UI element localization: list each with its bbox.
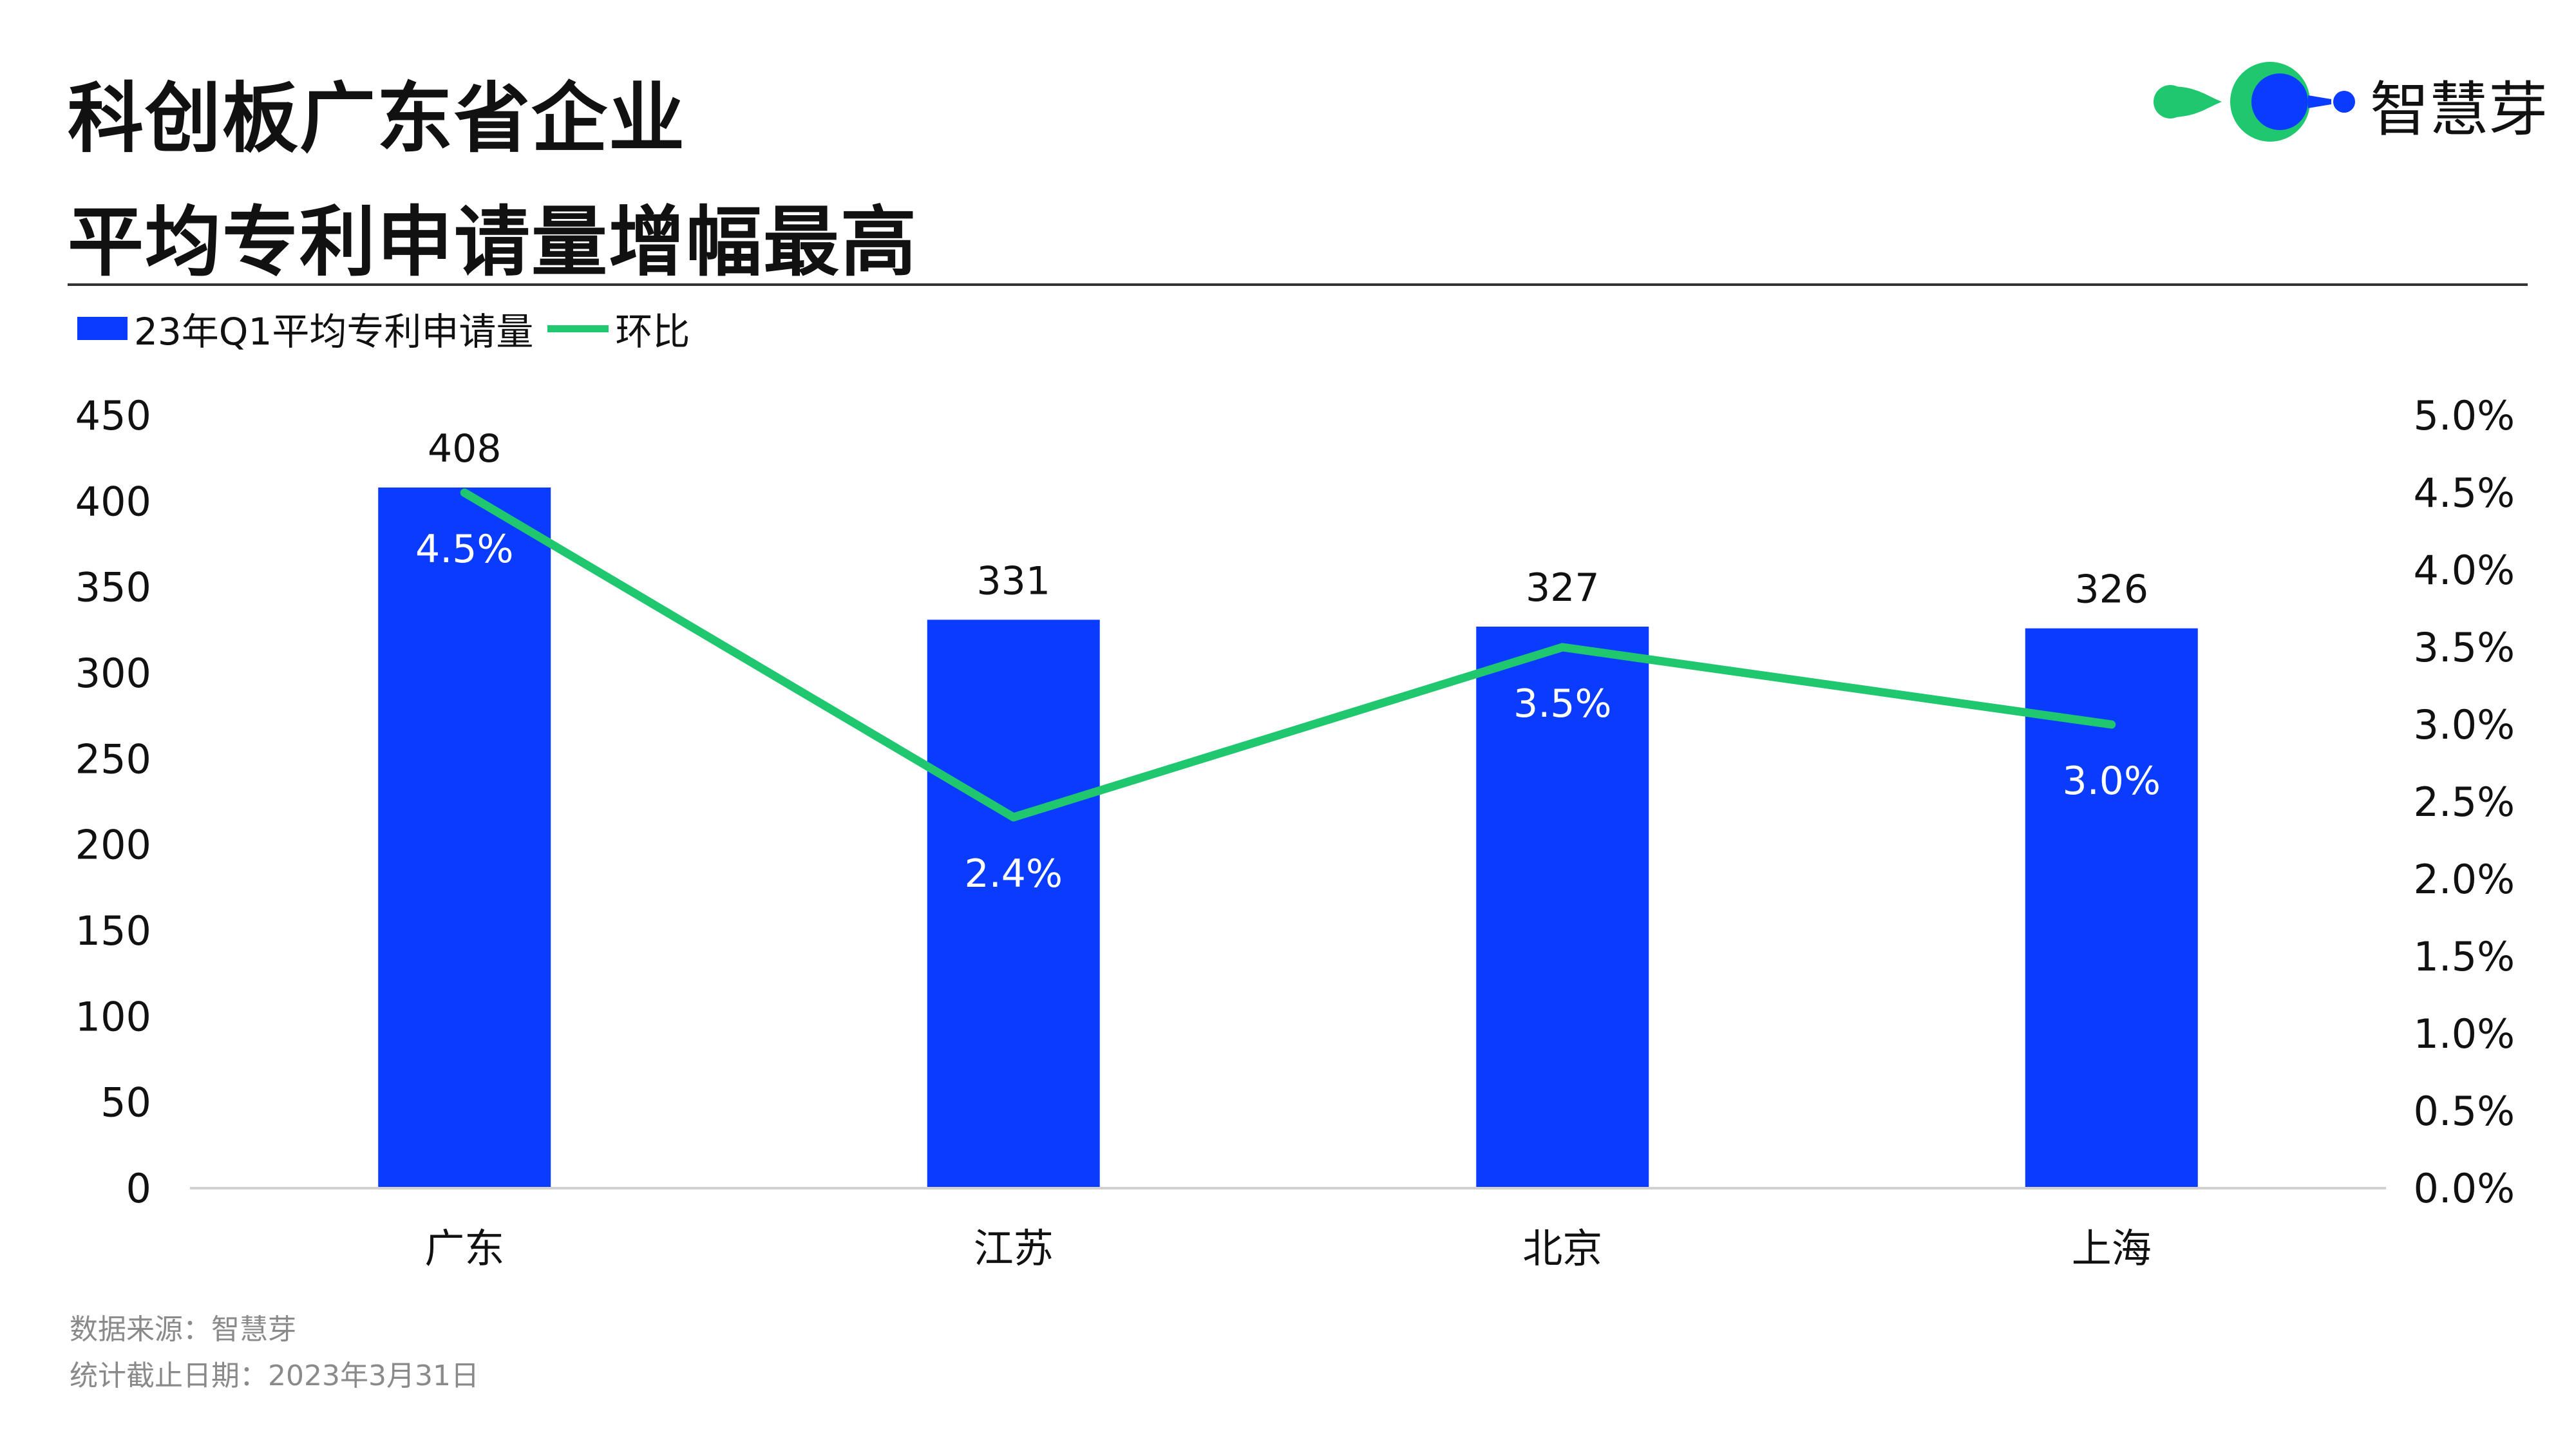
cutoff-date: 统计截止日期：2023年3月31日 xyxy=(70,1359,479,1392)
y-axis-tick-label: 50 xyxy=(100,1079,151,1126)
line-value-label: 3.0% xyxy=(2063,759,2161,804)
y-axis-tick-label: 150 xyxy=(75,907,151,954)
header-divider xyxy=(68,283,2528,286)
bar xyxy=(927,620,1100,1188)
y-axis-tick-label: 100 xyxy=(75,993,151,1040)
y-axis-tick-label: 400 xyxy=(75,478,151,525)
x-axis-tick-label: 上海 xyxy=(2072,1225,2152,1272)
y-axis-tick-label: 450 xyxy=(75,392,151,439)
y-axis-tick-label: 250 xyxy=(75,735,151,782)
y-axis-tick-label: 0 xyxy=(126,1165,151,1212)
y-axis-tick-label: 300 xyxy=(75,650,151,697)
y2-axis-tick-label: 5.0% xyxy=(2413,392,2515,439)
zhihuiya-logo-icon xyxy=(2154,62,2355,142)
y2-axis-tick-label: 1.5% xyxy=(2413,933,2515,980)
y2-axis-tick-label: 3.0% xyxy=(2413,701,2515,748)
bar-value-label: 327 xyxy=(1526,565,1600,611)
x-axis-tick-label: 北京 xyxy=(1522,1225,1602,1272)
legend-label-bar: 23年Q1平均专利申请量 xyxy=(134,310,534,354)
bar xyxy=(1476,627,1649,1188)
y2-axis-tick-label: 1.0% xyxy=(2413,1010,2515,1057)
data-source: 数据来源：智慧芽 xyxy=(70,1313,296,1346)
legend-swatch-line xyxy=(547,325,609,332)
y2-axis-tick-label: 2.5% xyxy=(2413,779,2515,826)
bar xyxy=(378,488,551,1188)
y2-axis-tick-label: 3.5% xyxy=(2413,624,2515,671)
page-title-line-1: 科创板广东省企业 xyxy=(68,74,687,163)
ratio-line xyxy=(460,488,2116,822)
y2-axis-tick-label: 2.0% xyxy=(2413,856,2515,903)
line-value-label: 2.4% xyxy=(965,851,1063,896)
brand-name: 智慧芽 xyxy=(2370,75,2548,144)
bar-value-label: 326 xyxy=(2074,567,2148,612)
y-axis-tick-label: 200 xyxy=(75,822,151,869)
line-value-label: 4.5% xyxy=(415,527,513,572)
line-value-label: 3.5% xyxy=(1513,681,1611,726)
y2-axis-tick-label: 0.0% xyxy=(2413,1165,2515,1212)
y2-axis-tick-label: 0.5% xyxy=(2413,1088,2515,1135)
bar-value-label: 331 xyxy=(976,558,1050,603)
page-title-line-2: 平均专利申请量增幅最高 xyxy=(68,198,918,287)
bar-value-label: 408 xyxy=(428,426,502,471)
x-axis-tick-label: 江苏 xyxy=(974,1225,1054,1272)
y-axis-tick-label: 350 xyxy=(75,564,151,611)
legend-swatch-bar xyxy=(77,317,128,340)
x-axis-tick-label: 广东 xyxy=(424,1225,504,1272)
y2-axis-tick-label: 4.0% xyxy=(2413,547,2515,594)
y2-axis-tick-label: 4.5% xyxy=(2413,469,2515,516)
legend-label-line: 环比 xyxy=(615,310,690,354)
chart-legend: 23年Q1平均专利申请量 环比 xyxy=(77,303,690,354)
